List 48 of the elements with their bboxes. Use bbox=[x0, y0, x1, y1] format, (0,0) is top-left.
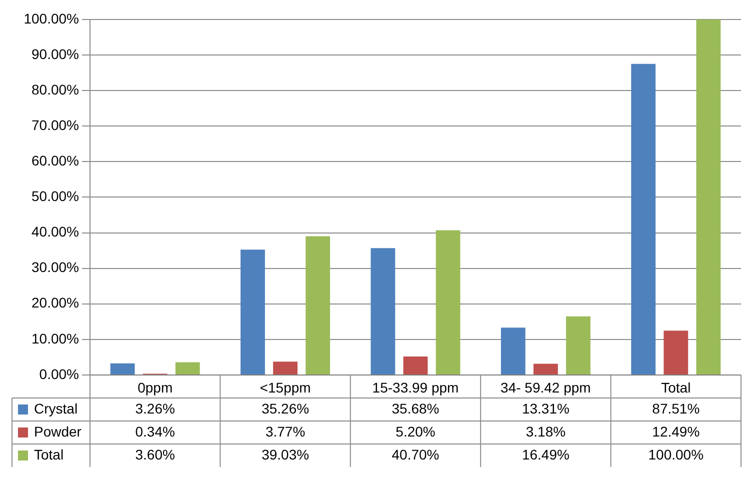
data-label: 12.49% bbox=[652, 423, 700, 440]
bar bbox=[306, 236, 330, 374]
data-label: 3.60% bbox=[135, 446, 175, 462]
bar bbox=[500, 328, 526, 374]
data-label: 100.00% bbox=[648, 446, 704, 462]
y-tick-label: 0.00% bbox=[39, 366, 79, 382]
data-label: 39.03% bbox=[262, 446, 310, 462]
y-tick-label: 80.00% bbox=[32, 81, 79, 98]
data-label: 3.26% bbox=[135, 400, 175, 416]
y-tick-label: 100.00% bbox=[24, 10, 79, 26]
bar bbox=[273, 362, 298, 374]
data-label: 87.51% bbox=[652, 400, 700, 416]
x-tick-label: 0ppm bbox=[138, 379, 173, 396]
bar bbox=[696, 19, 721, 374]
y-tick-label: 50.00% bbox=[32, 188, 79, 204]
data-label: 0.34% bbox=[135, 423, 175, 440]
y-tick-label: 20.00% bbox=[32, 294, 79, 311]
x-tick-label: Total bbox=[661, 379, 691, 396]
legend-label: Crystal bbox=[34, 400, 78, 416]
bar bbox=[664, 330, 688, 374]
bar bbox=[240, 250, 265, 374]
bar bbox=[436, 230, 460, 374]
bar bbox=[175, 362, 200, 374]
data-label: 35.68% bbox=[392, 400, 440, 416]
bar bbox=[403, 356, 428, 374]
data-label: 16.49% bbox=[522, 446, 570, 462]
bar bbox=[631, 64, 656, 374]
bar bbox=[110, 363, 135, 374]
y-tick-label: 40.00% bbox=[32, 224, 79, 240]
data-label: 35.26% bbox=[262, 400, 310, 416]
data-label: 3.18% bbox=[526, 423, 566, 440]
data-label: 13.31% bbox=[522, 400, 570, 416]
x-tick-label: <15ppm bbox=[260, 379, 311, 396]
x-tick-label: 15-33.99 ppm bbox=[372, 379, 459, 396]
bar bbox=[566, 316, 590, 374]
legend-label: Powder bbox=[34, 423, 82, 440]
data-label: 5.20% bbox=[396, 423, 436, 440]
y-tick-label: 30.00% bbox=[32, 259, 79, 276]
bar bbox=[370, 248, 396, 374]
bar bbox=[533, 364, 558, 374]
legend-label: Total bbox=[34, 446, 64, 462]
y-tick-label: 70.00% bbox=[32, 116, 79, 133]
data-label: 40.70% bbox=[392, 446, 440, 462]
x-tick-label: 34- 59.42 ppm bbox=[500, 379, 591, 396]
y-tick-label: 90.00% bbox=[32, 46, 79, 62]
y-tick-label: 10.00% bbox=[32, 330, 79, 346]
data-label: 3.77% bbox=[265, 423, 306, 440]
y-tick-label: 60.00% bbox=[32, 152, 79, 168]
